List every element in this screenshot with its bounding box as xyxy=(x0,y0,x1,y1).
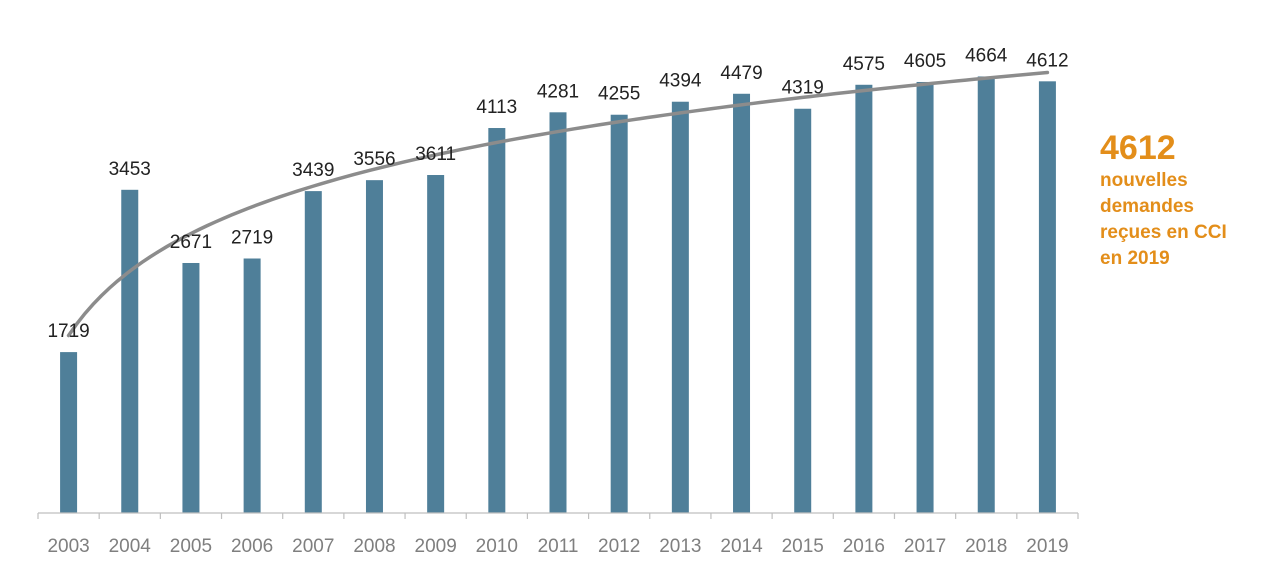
callout-line: nouvelles xyxy=(1100,170,1188,191)
x-tick-label: 2004 xyxy=(109,536,152,557)
data-label: 4605 xyxy=(904,51,946,72)
x-tick-label: 2015 xyxy=(782,536,824,557)
bar xyxy=(243,258,261,513)
bar xyxy=(549,112,567,514)
data-label: 1719 xyxy=(47,321,89,342)
x-tick-label: 2008 xyxy=(353,536,395,557)
x-tick-label: 2011 xyxy=(538,536,579,557)
bar xyxy=(977,76,995,513)
x-tick-label: 2017 xyxy=(904,536,946,557)
x-tick-label: 2018 xyxy=(965,536,1007,557)
bar xyxy=(488,128,506,513)
callout-line: demandes xyxy=(1100,196,1194,217)
data-label: 3439 xyxy=(292,160,334,181)
x-tick-label: 2013 xyxy=(659,536,701,557)
x-tick-label: 2019 xyxy=(1026,536,1068,557)
data-label: 4479 xyxy=(720,63,762,84)
callout: 4612 nouvelles demandes reçues en CCI en… xyxy=(1100,128,1227,272)
bar xyxy=(60,352,78,513)
bar xyxy=(304,191,322,514)
data-label: 4113 xyxy=(476,97,517,118)
bar xyxy=(610,114,628,513)
x-tick-label: 2014 xyxy=(720,536,763,557)
x-tick-label: 2003 xyxy=(47,536,89,557)
data-label: 3556 xyxy=(353,149,395,170)
bar xyxy=(671,101,689,513)
data-label: 4281 xyxy=(537,81,579,102)
x-tick-label: 2012 xyxy=(598,536,640,557)
data-label: 4612 xyxy=(1026,50,1068,71)
bar xyxy=(121,189,139,514)
data-label: 4255 xyxy=(598,84,640,105)
x-tick-label: 2016 xyxy=(843,536,885,557)
x-tick-label: 2010 xyxy=(476,536,518,557)
bar xyxy=(855,84,873,513)
x-tick-label: 2009 xyxy=(415,536,457,557)
x-tick-label: 2007 xyxy=(292,536,334,557)
bar xyxy=(916,81,934,513)
data-label: 4394 xyxy=(659,71,702,92)
data-label: 4319 xyxy=(782,78,824,99)
x-tick-label: 2005 xyxy=(170,536,212,557)
callout-value: 4612 xyxy=(1100,129,1176,167)
bar xyxy=(182,262,200,513)
data-label: 2719 xyxy=(231,228,273,249)
data-label: 4575 xyxy=(843,54,885,75)
data-label: 3611 xyxy=(415,144,456,165)
data-label: 3453 xyxy=(109,159,151,180)
bar xyxy=(794,108,812,514)
bar xyxy=(1038,81,1056,513)
callout-line: reçues en CCI xyxy=(1100,222,1227,243)
bar xyxy=(427,175,445,513)
data-label: 2671 xyxy=(170,232,212,253)
bar xyxy=(733,93,751,514)
callout-line: en 2019 xyxy=(1100,248,1170,269)
bar xyxy=(365,180,383,513)
trendline xyxy=(66,70,1050,338)
data-label: 4664 xyxy=(965,45,1008,66)
x-tick-label: 2006 xyxy=(231,536,273,557)
